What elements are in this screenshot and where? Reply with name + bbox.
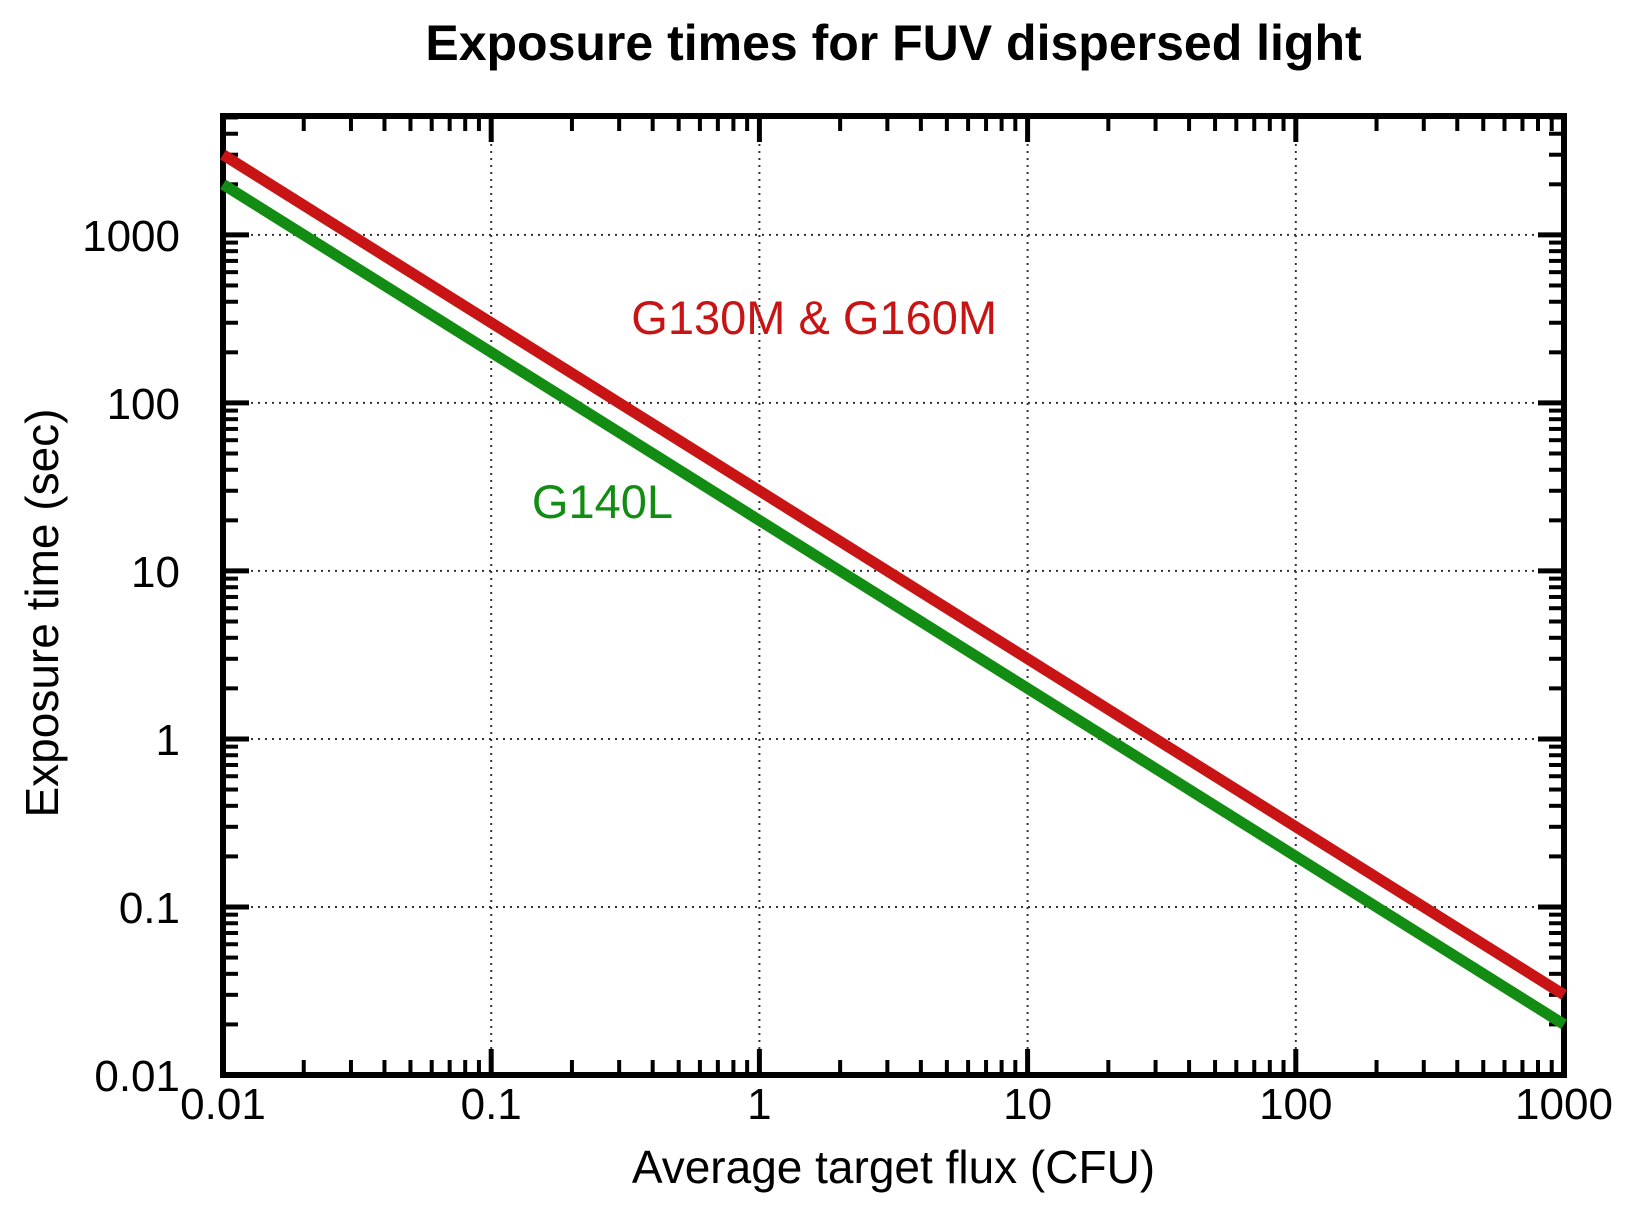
y-tick-label: 1 [156,716,180,765]
plot-frame [220,113,1567,1078]
series-line-g140l [220,179,1567,1030]
x-tick-label: 10 [1003,1080,1052,1129]
series-label-g140l: G140L [532,475,673,528]
y-tick-label: 100 [107,380,180,429]
x-tick-label: 100 [1259,1080,1332,1129]
x-tick-label: 0.1 [461,1080,522,1129]
y-tick-label: 1000 [82,212,180,261]
chart-title: Exposure times for FUV dispersed light [425,15,1362,71]
x-tick-label: 1000 [1515,1080,1613,1129]
x-axis-title: Average target flux (CFU) [631,1141,1156,1193]
y-tick-label: 0.1 [119,884,180,933]
series-label-g130m-g160m: G130M & G160M [631,291,997,344]
y-axis-title: Exposure time (sec) [16,408,68,818]
x-tick-label: 0.01 [180,1080,266,1129]
y-tick-label: 0.01 [94,1052,180,1101]
y-tick-label: 10 [131,548,180,597]
x-tick-label: 1 [747,1080,771,1129]
series-line-g130m-g160m [220,150,1567,1000]
